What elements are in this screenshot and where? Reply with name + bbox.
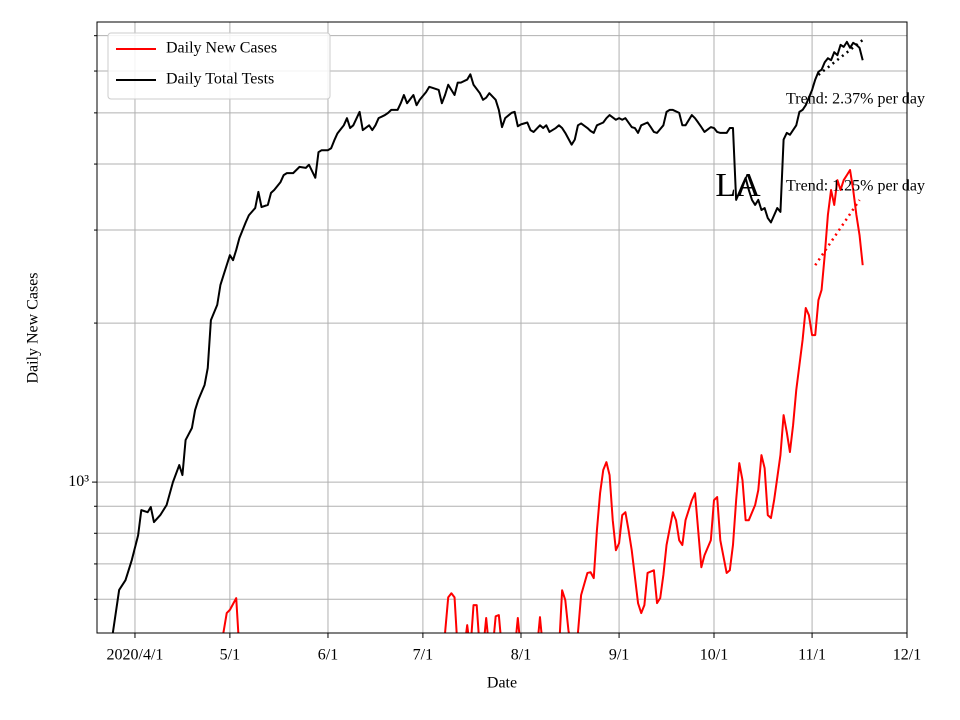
data-line — [111, 40, 864, 633]
x-axis-label: Date — [487, 675, 517, 692]
y-axis-label: Daily New Cases — [25, 272, 42, 383]
x-tick-label: 9/1 — [609, 647, 629, 664]
x-tick-label: 7/1 — [413, 647, 433, 664]
data-line — [222, 168, 864, 633]
x-tick-label: 10/1 — [700, 647, 728, 664]
trend-label: Trend: 1.25% per day — [786, 178, 925, 195]
x-tick-label: 6/1 — [318, 647, 338, 664]
axes-frame — [96, 21, 908, 634]
legend-label: Daily Total Tests — [166, 71, 274, 88]
x-tick-label: 11/1 — [798, 647, 826, 664]
plot-area — [111, 38, 864, 633]
legend: Daily New Cases Daily Total Tests — [107, 32, 331, 100]
x-tick-label: 8/1 — [511, 647, 531, 664]
annotation: LA — [715, 167, 761, 204]
ticks: 2020/4/1 5/1 6/1 7/1 8/1 9/1 10/1 11/1 12/1 10³ — [68, 35, 921, 664]
legend-label: Daily New Cases — [166, 40, 277, 57]
x-tick-label: 5/1 — [220, 647, 240, 664]
trend-line — [814, 199, 861, 266]
x-tick-label: 2020/4/1 — [107, 647, 164, 664]
grid — [97, 22, 908, 633]
x-tick-label: 12/1 — [893, 647, 921, 664]
trend-label: Trend: 2.37% per day — [786, 91, 925, 108]
legend-box — [107, 32, 331, 100]
y-tick-label: 10³ — [68, 473, 89, 490]
